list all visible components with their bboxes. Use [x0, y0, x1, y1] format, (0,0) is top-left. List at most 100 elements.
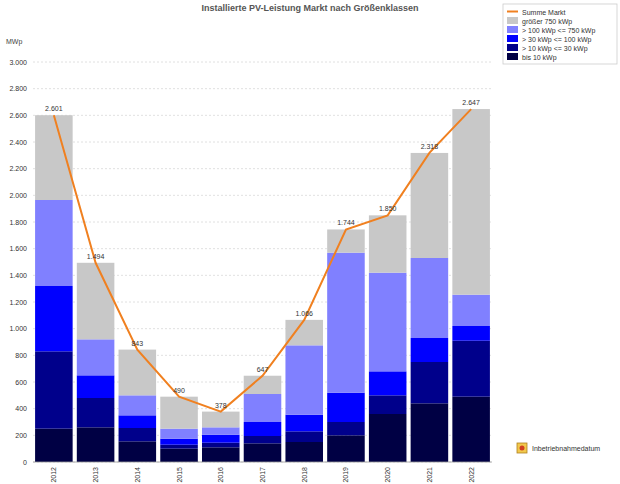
legend-swatch — [507, 11, 518, 13]
x-tick-label: 2022 — [468, 467, 475, 483]
x-tick-label: 2012 — [50, 467, 57, 483]
bar-segment — [35, 115, 73, 200]
data-label: 2.601 — [45, 105, 63, 112]
y-tick-label: 2.000 — [9, 192, 27, 199]
x-tick-label: 2020 — [384, 467, 391, 483]
bar-segment — [119, 441, 157, 462]
y-tick-label: 2.400 — [9, 139, 27, 146]
x-tick-label: 2014 — [134, 467, 141, 483]
bar-segment — [327, 422, 365, 435]
bar-segment — [119, 428, 157, 441]
grid-line — [33, 462, 492, 463]
data-labels: 2.6011.4948434903786471.0661.7441.8502.3… — [45, 99, 480, 409]
bar-segment — [202, 443, 240, 448]
bar-segment — [285, 442, 323, 462]
bar-segment — [77, 375, 115, 398]
bar-segment — [411, 153, 449, 258]
bar-segment — [77, 427, 115, 462]
bar-segment — [202, 435, 240, 443]
icon — [517, 443, 527, 453]
y-tick-label: 1.800 — [9, 219, 27, 226]
bar-segment — [327, 253, 365, 393]
x-tick-label: 2017 — [259, 467, 266, 483]
legend-label: > 10 kWp <= 30 kWp — [522, 45, 588, 53]
bar-segment — [285, 415, 323, 432]
bar-segment — [369, 273, 407, 372]
x-axis-label: Inbetriebnahmedatum — [532, 445, 600, 452]
x-axis-line — [33, 462, 492, 463]
bar-segment — [411, 362, 449, 403]
bar-segment — [160, 429, 198, 439]
bar-segment — [285, 345, 323, 414]
bar-segment — [369, 414, 407, 462]
y-axis-label: MWp — [6, 38, 22, 46]
legend: Summe Marktgrößer 750 kWp> 100 kWp <= 75… — [503, 4, 617, 64]
icon — [520, 446, 525, 451]
bar-segment — [452, 397, 490, 462]
legend-swatch — [507, 53, 518, 60]
y-tick-label: 2.600 — [9, 112, 27, 119]
bar-segment — [369, 395, 407, 414]
data-label: 2.318 — [421, 143, 439, 150]
bar-segment — [202, 447, 240, 462]
legend-swatch — [507, 44, 518, 51]
bar-segment — [160, 439, 198, 445]
data-label: 378 — [215, 402, 227, 409]
x-tick-label: 2015 — [176, 467, 183, 483]
bar-segment — [77, 263, 115, 340]
bar-segment — [452, 326, 490, 341]
bar-segment — [244, 394, 282, 422]
y-tick-label: 1.200 — [9, 299, 27, 306]
chart: Installierte PV-Leistung Markt nach Größ… — [0, 0, 620, 484]
y-tick-label: 2.800 — [9, 85, 27, 92]
bar-segment — [411, 258, 449, 338]
bar-segment — [244, 436, 282, 443]
bar-segment — [119, 395, 157, 415]
bar-segment — [452, 109, 490, 295]
data-label: 490 — [173, 387, 185, 394]
bar-segment — [77, 339, 115, 375]
legend-swatch — [507, 26, 518, 33]
bar-segment — [35, 200, 73, 286]
bar-segment — [35, 351, 73, 428]
legend-swatch — [507, 35, 518, 42]
y-tick-label: 1.600 — [9, 245, 27, 252]
data-label: 1.850 — [379, 205, 397, 212]
x-tick-label: 2018 — [301, 467, 308, 483]
bar-segment — [119, 350, 157, 396]
bar-segment — [35, 429, 73, 462]
bar-segment — [327, 393, 365, 422]
plot-area — [35, 109, 490, 462]
bar-segment — [369, 215, 407, 272]
bar-segment — [411, 403, 449, 462]
data-label: 1.494 — [87, 253, 105, 260]
grid-line — [33, 115, 492, 116]
x-tick-label: 2013 — [92, 467, 99, 483]
y-tick-label: 1.000 — [9, 325, 27, 332]
bar-segment — [35, 286, 73, 351]
bar-segment — [327, 435, 365, 462]
y-tick-label: 600 — [15, 379, 27, 386]
bar-segment — [202, 412, 240, 428]
data-label: 843 — [131, 340, 143, 347]
bar-segment — [327, 229, 365, 252]
bar-segment — [202, 427, 240, 434]
bar-segment — [369, 371, 407, 395]
grid-line — [33, 88, 492, 89]
legend-label: größer 750 kWp — [522, 18, 572, 26]
y-tick-label: 2.200 — [9, 165, 27, 172]
x-tick-label: 2021 — [426, 467, 433, 483]
legend-label: > 100 kWp <= 750 kWp — [522, 27, 595, 35]
legend-label: bis 10 kWp — [522, 54, 557, 62]
bar-segment — [285, 320, 323, 345]
bar-segment — [77, 398, 115, 427]
bar-segment — [119, 415, 157, 428]
y-tick-label: 200 — [15, 432, 27, 439]
data-label: 1.066 — [295, 310, 313, 317]
bar-segment — [452, 341, 490, 397]
x-tick-label: 2016 — [217, 467, 224, 483]
grid-line — [33, 62, 492, 63]
x-tick-label: 2019 — [342, 467, 349, 483]
bar-segment — [160, 449, 198, 462]
legend-label: > 30 kWp <= 100 kWp — [522, 36, 592, 44]
